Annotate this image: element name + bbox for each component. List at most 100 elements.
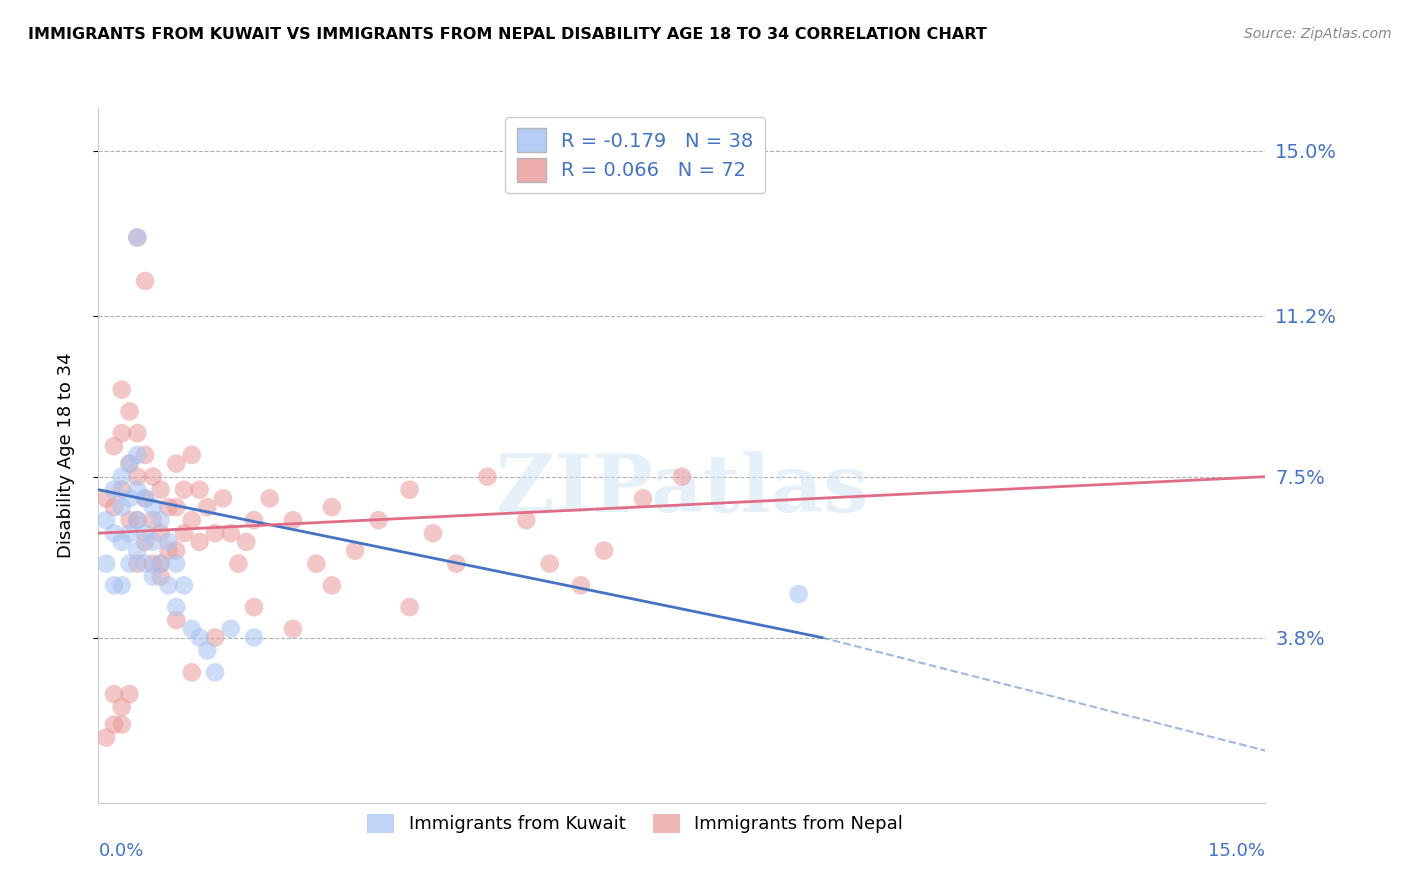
Text: 0.0%: 0.0% <box>98 842 143 860</box>
Point <box>538 557 561 571</box>
Point <box>204 526 226 541</box>
Point <box>111 426 134 441</box>
Point <box>204 631 226 645</box>
Point <box>446 557 468 571</box>
Point <box>103 578 125 592</box>
Point <box>180 622 202 636</box>
Point <box>127 230 149 244</box>
Point <box>118 513 141 527</box>
Point <box>259 491 281 506</box>
Point <box>134 557 156 571</box>
Point <box>127 557 149 571</box>
Point <box>367 513 389 527</box>
Point <box>118 687 141 701</box>
Point <box>243 513 266 527</box>
Point <box>188 483 211 497</box>
Point <box>344 543 367 558</box>
Point <box>118 557 141 571</box>
Point <box>149 526 172 541</box>
Point <box>127 426 149 441</box>
Point <box>149 557 172 571</box>
Point <box>165 600 187 615</box>
Point <box>118 457 141 471</box>
Point <box>103 439 125 453</box>
Point <box>149 557 172 571</box>
Point <box>134 526 156 541</box>
Point <box>118 457 141 471</box>
Point <box>96 557 118 571</box>
Point <box>219 622 242 636</box>
Point <box>157 543 180 558</box>
Text: IMMIGRANTS FROM KUWAIT VS IMMIGRANTS FROM NEPAL DISABILITY AGE 18 TO 34 CORRELAT: IMMIGRANTS FROM KUWAIT VS IMMIGRANTS FRO… <box>28 27 987 42</box>
Point <box>398 483 420 497</box>
Point <box>103 717 125 731</box>
Point <box>111 717 134 731</box>
Point <box>321 500 343 514</box>
Point <box>111 534 134 549</box>
Point <box>111 469 134 483</box>
Point <box>631 491 654 506</box>
Point <box>165 500 187 514</box>
Point <box>157 578 180 592</box>
Point <box>173 578 195 592</box>
Point <box>180 665 202 680</box>
Point <box>157 500 180 514</box>
Point <box>422 526 444 541</box>
Point <box>103 687 125 701</box>
Point <box>165 557 187 571</box>
Point <box>149 570 172 584</box>
Point <box>281 622 304 636</box>
Point <box>173 483 195 497</box>
Point <box>142 534 165 549</box>
Point <box>134 274 156 288</box>
Point <box>180 448 202 462</box>
Point <box>787 587 810 601</box>
Point <box>118 404 141 418</box>
Point <box>96 731 118 745</box>
Point <box>134 534 156 549</box>
Point <box>103 483 125 497</box>
Point <box>118 491 141 506</box>
Point <box>103 500 125 514</box>
Point <box>593 543 616 558</box>
Point <box>127 543 149 558</box>
Point <box>515 513 537 527</box>
Point <box>96 513 118 527</box>
Point <box>235 534 257 549</box>
Point <box>142 570 165 584</box>
Point <box>127 448 149 462</box>
Point <box>569 578 592 592</box>
Point <box>127 513 149 527</box>
Point <box>281 513 304 527</box>
Point <box>195 643 218 657</box>
Text: 15.0%: 15.0% <box>1208 842 1265 860</box>
Point <box>111 383 134 397</box>
Legend: Immigrants from Kuwait, Immigrants from Nepal: Immigrants from Kuwait, Immigrants from … <box>359 805 912 842</box>
Point <box>111 700 134 714</box>
Point <box>188 534 211 549</box>
Point <box>228 557 250 571</box>
Point <box>165 457 187 471</box>
Point <box>103 526 125 541</box>
Point <box>111 483 134 497</box>
Point <box>165 543 187 558</box>
Point <box>165 613 187 627</box>
Point <box>111 500 134 514</box>
Point <box>173 526 195 541</box>
Text: Source: ZipAtlas.com: Source: ZipAtlas.com <box>1244 27 1392 41</box>
Point <box>127 483 149 497</box>
Point <box>134 448 156 462</box>
Point <box>204 665 226 680</box>
Point <box>671 469 693 483</box>
Y-axis label: Disability Age 18 to 34: Disability Age 18 to 34 <box>56 352 75 558</box>
Point <box>157 534 180 549</box>
Point <box>398 600 420 615</box>
Point <box>195 500 218 514</box>
Point <box>477 469 499 483</box>
Point <box>212 491 235 506</box>
Point <box>134 491 156 506</box>
Point <box>219 526 242 541</box>
Point <box>142 469 165 483</box>
Point <box>149 513 172 527</box>
Point <box>134 491 156 506</box>
